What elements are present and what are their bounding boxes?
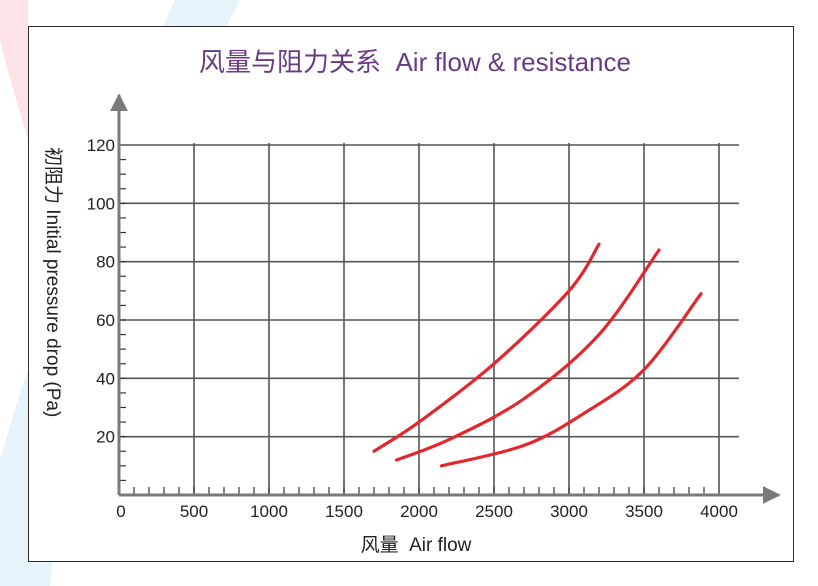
y-axis-label: 初阻力 Initial pressure drop (Pa) — [42, 147, 64, 417]
x-tick-label: 4000 — [700, 502, 738, 521]
chart-title: 风量与阻力关系 Air flow & resistance — [199, 47, 631, 77]
x-tick-label: 0 — [116, 502, 125, 521]
curves — [372, 242, 703, 468]
chart-frame: 风量与阻力关系 Air flow & resistance 0 500 1000 15… — [28, 26, 794, 562]
x-tick-label: 1000 — [250, 502, 288, 521]
y-tick-label: 40 — [96, 369, 115, 388]
minor-ticks — [119, 158, 705, 495]
chart: 风量与阻力关系 Air flow & resistance 0 500 1000 15… — [42, 47, 781, 556]
x-tick-label: 3000 — [550, 502, 588, 521]
x-tick-label: 2500 — [475, 502, 513, 521]
y-tick-label: 20 — [96, 428, 115, 447]
x-tick-label: 500 — [180, 502, 208, 521]
x-tick-label: 2000 — [400, 502, 438, 521]
y-tick-label: 80 — [96, 253, 115, 272]
series-line-1 — [372, 242, 601, 453]
y-tick-label: 100 — [87, 194, 115, 213]
y-tick-label: 120 — [87, 136, 115, 155]
series-line-3 — [439, 292, 703, 468]
x-tick-labels: 0 500 1000 1500 2000 2500 3000 3500 4000 — [116, 502, 738, 521]
series-line-2 — [394, 248, 661, 462]
x-tick-label: 3500 — [625, 502, 663, 521]
y-tick-label: 60 — [96, 311, 115, 330]
x-axis-label: 风量 Air flow — [361, 535, 472, 556]
y-tick-labels: 20 40 60 80 100 120 — [87, 136, 115, 447]
x-tick-label: 1500 — [325, 502, 363, 521]
grid — [119, 143, 739, 495]
